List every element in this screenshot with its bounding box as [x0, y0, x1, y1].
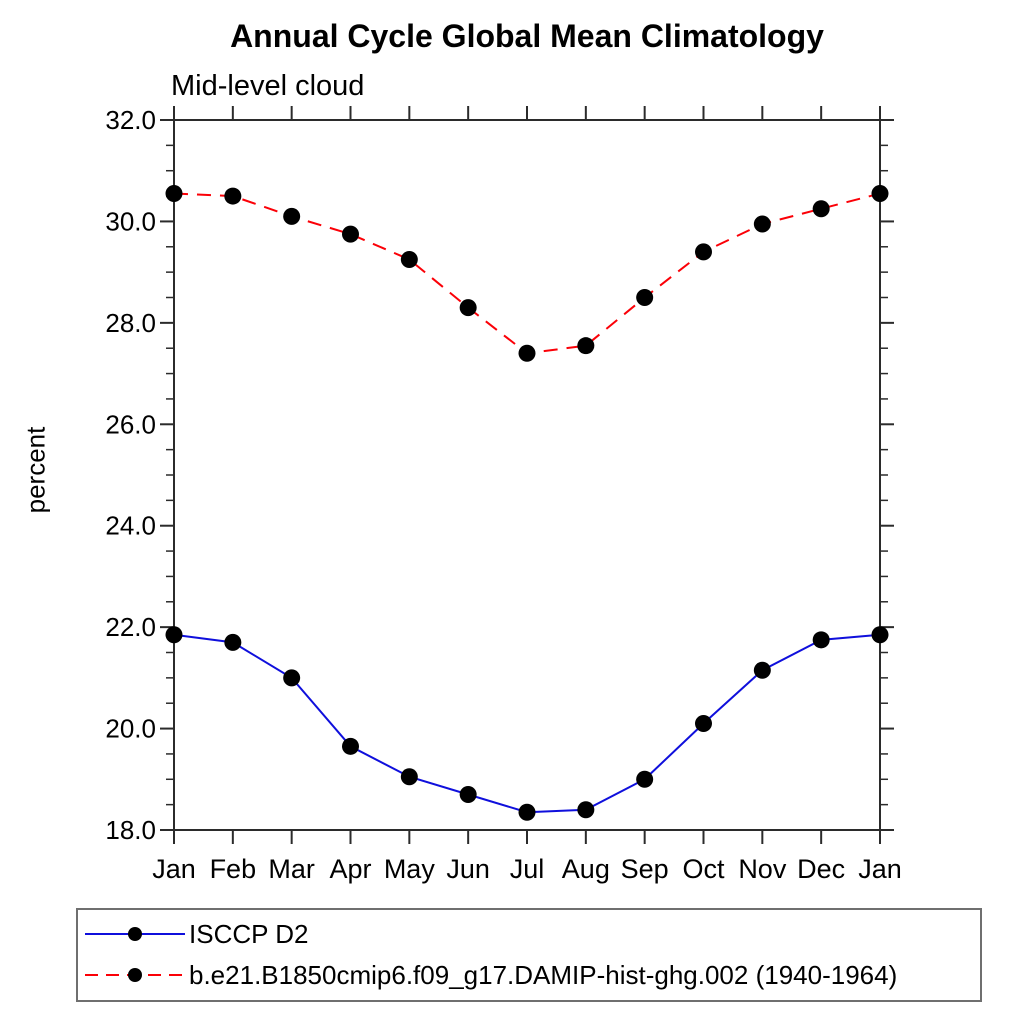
series-marker — [812, 200, 830, 218]
series-marker — [577, 801, 595, 819]
x-tick-label: Oct — [682, 854, 725, 884]
legend-sample-line-dashed — [85, 968, 185, 982]
legend-marker — [128, 927, 142, 941]
series-marker — [518, 803, 536, 821]
series-marker — [753, 215, 771, 233]
series-marker — [695, 715, 712, 732]
series-marker — [400, 768, 418, 786]
series-marker — [283, 207, 301, 225]
series-marker — [342, 737, 359, 755]
series-marker — [577, 337, 595, 355]
series-marker — [695, 243, 712, 261]
series-marker — [636, 289, 654, 306]
chart-title: Annual Cycle Global Mean Climatology — [230, 18, 824, 54]
series-marker — [459, 786, 477, 803]
y-tick-label: 24.0 — [105, 511, 156, 541]
series-marker — [459, 299, 477, 317]
x-tick-label: Jun — [446, 854, 490, 884]
y-tick-label: 22.0 — [105, 612, 156, 642]
legend-label: b.e21.B1850cmip6.f09_g17.DAMIP-hist-ghg.… — [189, 960, 898, 990]
series-marker — [812, 631, 830, 649]
x-tick-label: Feb — [210, 854, 257, 884]
legend-item-isccp: ISCCP D2 — [83, 914, 308, 954]
x-tick-label: Dec — [797, 854, 845, 884]
x-tick-label: Jan — [152, 854, 196, 884]
series-line-0 — [173, 633, 881, 814]
series-line-1 — [173, 192, 881, 355]
y-tick-label: 28.0 — [105, 308, 156, 338]
x-tick-label: May — [384, 854, 436, 884]
chart-subtitle: Mid-level cloud — [171, 70, 365, 102]
y-tick-label: 18.0 — [105, 815, 156, 845]
legend-item-model: b.e21.B1850cmip6.f09_g17.DAMIP-hist-ghg.… — [83, 955, 897, 995]
y-tick-label: 20.0 — [105, 714, 156, 744]
series-marker — [165, 185, 183, 203]
x-tick-label: Sep — [621, 854, 669, 884]
series-marker — [871, 626, 889, 644]
plot-border — [173, 119, 881, 831]
x-tick-label: Mar — [268, 854, 315, 884]
series-marker — [224, 187, 242, 205]
series-marker — [283, 669, 301, 687]
series-marker — [518, 344, 536, 362]
y-tick-label: 32.0 — [105, 105, 156, 135]
series-marker — [871, 185, 889, 203]
series-marker — [224, 633, 242, 651]
x-tick-label: Jul — [510, 854, 545, 884]
legend-marker — [128, 968, 142, 982]
y-tick-label: 30.0 — [105, 206, 156, 236]
series-marker — [165, 626, 183, 644]
x-tick-label: Aug — [562, 854, 610, 884]
series-marker — [636, 770, 654, 788]
legend-sample-line-solid — [85, 927, 185, 941]
x-tick-label: Nov — [738, 854, 787, 884]
y-tick-label: 26.0 — [105, 409, 156, 439]
series-marker — [753, 661, 771, 679]
legend-label: ISCCP D2 — [189, 919, 309, 949]
series-marker — [400, 250, 418, 268]
x-tick-label: Apr — [329, 854, 371, 884]
x-tick-label: Jan — [858, 854, 902, 884]
legend-box: ISCCP D2 b.e21.B1850cmip6.f09_g17.DAMIP-… — [76, 908, 982, 1002]
series-marker — [342, 225, 359, 243]
